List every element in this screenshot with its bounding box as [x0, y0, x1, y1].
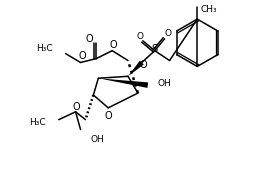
- Text: O: O: [164, 29, 171, 38]
- Text: H₃C: H₃C: [29, 118, 46, 127]
- Text: OH: OH: [90, 135, 104, 144]
- Text: O: O: [136, 32, 143, 41]
- Polygon shape: [128, 61, 144, 76]
- Text: OH: OH: [158, 79, 171, 88]
- Text: O: O: [104, 111, 112, 121]
- Polygon shape: [98, 78, 148, 88]
- Text: O: O: [79, 51, 86, 61]
- Text: H₃C: H₃C: [36, 44, 53, 53]
- Text: O: O: [139, 61, 147, 70]
- Text: S: S: [152, 44, 158, 54]
- Text: O: O: [86, 34, 93, 44]
- Text: CH₃: CH₃: [201, 5, 217, 14]
- Text: O: O: [73, 102, 80, 112]
- Text: O: O: [109, 40, 117, 50]
